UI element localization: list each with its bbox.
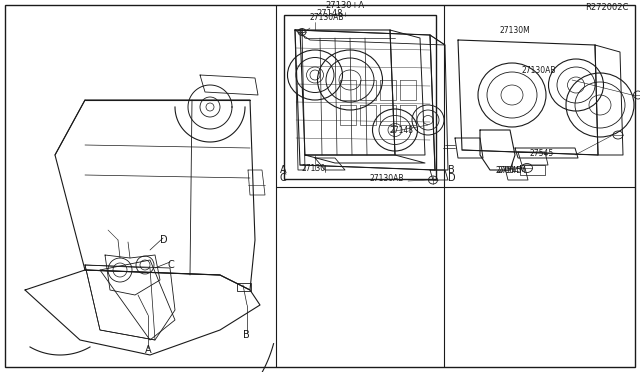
Text: 27545: 27545	[530, 149, 554, 158]
Text: C: C	[168, 260, 175, 270]
Text: 27148: 27148	[390, 126, 414, 135]
Text: A: A	[145, 345, 151, 355]
Text: 27130AB: 27130AB	[522, 66, 557, 75]
Text: D: D	[160, 235, 168, 245]
Text: C: C	[280, 173, 287, 183]
Text: D: D	[448, 173, 456, 183]
Text: 27130AB: 27130AB	[310, 13, 344, 22]
Text: 27545: 27545	[497, 166, 521, 175]
Text: B: B	[243, 330, 250, 340]
Text: 27148: 27148	[317, 9, 343, 18]
Text: 27130AB: 27130AB	[370, 174, 404, 183]
Text: 27130: 27130	[302, 164, 326, 173]
Text: 27130M: 27130M	[500, 26, 531, 35]
Text: R272002C: R272002C	[584, 3, 628, 12]
Text: A: A	[280, 165, 287, 175]
Bar	[237, 283, 251, 291]
Text: 27054M: 27054M	[495, 166, 526, 175]
Bar	[284, 15, 436, 179]
Text: 27130+A: 27130+A	[325, 1, 365, 10]
Text: B: B	[448, 165, 455, 175]
